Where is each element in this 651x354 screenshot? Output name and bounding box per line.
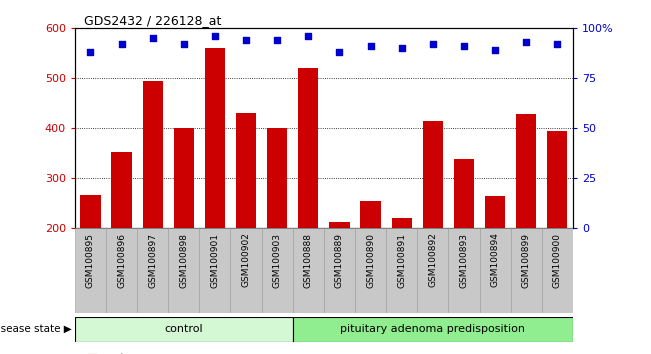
Text: GSM100890: GSM100890 bbox=[366, 233, 375, 287]
Bar bbox=[454, 159, 474, 329]
Bar bbox=[547, 131, 568, 329]
Bar bbox=[485, 196, 505, 329]
Bar bbox=[542, 228, 573, 313]
Bar bbox=[143, 81, 163, 329]
Point bbox=[272, 38, 283, 43]
Text: control: control bbox=[165, 324, 203, 334]
Point bbox=[241, 38, 251, 43]
Bar bbox=[449, 228, 480, 313]
Point bbox=[365, 44, 376, 49]
Bar bbox=[417, 228, 449, 313]
Bar bbox=[80, 195, 100, 329]
Point bbox=[178, 41, 189, 47]
Point bbox=[490, 47, 500, 53]
Point bbox=[210, 34, 220, 39]
Text: GSM100894: GSM100894 bbox=[491, 233, 499, 287]
Bar bbox=[516, 114, 536, 329]
Point bbox=[552, 41, 562, 47]
Text: GSM100892: GSM100892 bbox=[428, 233, 437, 287]
Text: GSM100899: GSM100899 bbox=[521, 233, 531, 287]
Text: GDS2432 / 226128_at: GDS2432 / 226128_at bbox=[84, 14, 222, 27]
Text: count: count bbox=[96, 353, 125, 354]
Bar bbox=[137, 228, 168, 313]
Text: GSM100897: GSM100897 bbox=[148, 233, 157, 287]
Point bbox=[148, 35, 158, 41]
Bar bbox=[324, 228, 355, 313]
Bar bbox=[75, 317, 293, 342]
Point bbox=[428, 41, 438, 47]
Bar bbox=[267, 128, 287, 329]
Bar bbox=[111, 152, 132, 329]
Bar bbox=[298, 68, 318, 329]
Bar bbox=[422, 121, 443, 329]
Bar bbox=[174, 128, 194, 329]
Bar bbox=[75, 228, 106, 313]
Text: GSM100889: GSM100889 bbox=[335, 233, 344, 287]
Text: GSM100900: GSM100900 bbox=[553, 233, 562, 287]
Bar bbox=[199, 228, 230, 313]
Bar bbox=[205, 48, 225, 329]
Point bbox=[303, 34, 314, 39]
Point bbox=[85, 50, 96, 55]
Point bbox=[334, 50, 344, 55]
Point bbox=[459, 44, 469, 49]
Bar bbox=[361, 201, 381, 329]
Bar bbox=[391, 218, 412, 329]
Text: pituitary adenoma predisposition: pituitary adenoma predisposition bbox=[340, 324, 525, 334]
Text: GSM100893: GSM100893 bbox=[460, 233, 469, 287]
Point bbox=[521, 40, 531, 45]
Bar bbox=[236, 113, 256, 329]
Text: GSM100902: GSM100902 bbox=[242, 233, 251, 287]
Bar bbox=[510, 228, 542, 313]
Text: GSM100896: GSM100896 bbox=[117, 233, 126, 287]
Bar bbox=[168, 228, 199, 313]
Bar bbox=[355, 228, 386, 313]
Bar bbox=[262, 228, 293, 313]
Text: GSM100903: GSM100903 bbox=[273, 233, 282, 287]
Text: GSM100888: GSM100888 bbox=[304, 233, 313, 287]
Bar bbox=[230, 228, 262, 313]
Text: ■: ■ bbox=[87, 353, 97, 354]
Text: GSM100901: GSM100901 bbox=[210, 233, 219, 287]
Bar bbox=[106, 228, 137, 313]
Text: GSM100891: GSM100891 bbox=[397, 233, 406, 287]
Bar bbox=[293, 228, 324, 313]
Point bbox=[117, 41, 127, 47]
Point bbox=[396, 46, 407, 51]
Bar bbox=[329, 222, 350, 329]
Text: GSM100898: GSM100898 bbox=[179, 233, 188, 287]
Bar bbox=[386, 228, 417, 313]
Text: disease state ▶: disease state ▶ bbox=[0, 324, 72, 334]
Bar bbox=[293, 317, 573, 342]
Text: GSM100895: GSM100895 bbox=[86, 233, 95, 287]
Bar bbox=[480, 228, 510, 313]
